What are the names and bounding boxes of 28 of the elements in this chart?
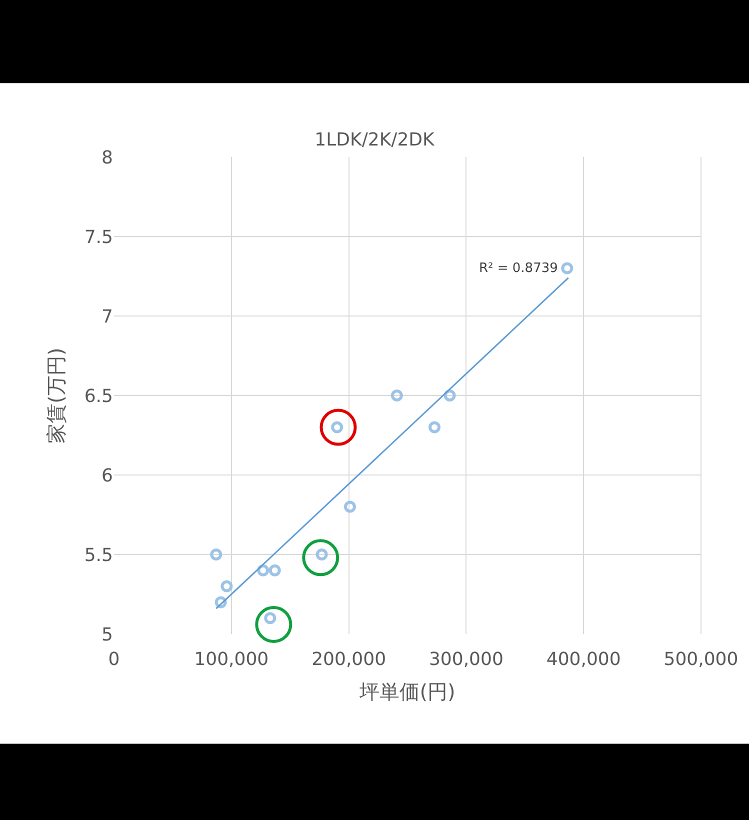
y-tick-label: 5.5 (84, 544, 113, 566)
annotation: R² = 0.8739 (479, 261, 558, 276)
point (255, 606, 292, 643)
y-tick-label: 6.5 (84, 386, 113, 407)
x-tick-label: 500,000 (664, 649, 738, 670)
y-tick-label: 5 (102, 624, 113, 646)
point (390, 390, 403, 402)
x-axis-title: 坪単価(円) (358, 680, 456, 704)
y-tick-label: 7.5 (84, 226, 113, 248)
y-axis-title: 家賃(万円) (44, 348, 68, 444)
x-tick-label: 0 (108, 649, 120, 670)
point (214, 596, 227, 608)
y-tick-label: 7 (102, 306, 113, 328)
x-tick-label: 200,000 (312, 649, 386, 670)
point (561, 262, 574, 274)
x-tick-label: 400,000 (546, 649, 621, 670)
point (302, 539, 340, 576)
point (220, 580, 233, 592)
y-tick-label: 6 (102, 465, 113, 486)
point (344, 500, 356, 513)
point (268, 564, 281, 576)
point (210, 548, 222, 560)
point (320, 408, 357, 446)
y-tick-label: 8 (102, 147, 113, 168)
point (428, 421, 440, 434)
x-tick-label: 100,000 (194, 649, 269, 670)
x-tick-label: 300,000 (428, 649, 504, 670)
chart-title: 1LDK/2K/2DK (314, 130, 436, 151)
